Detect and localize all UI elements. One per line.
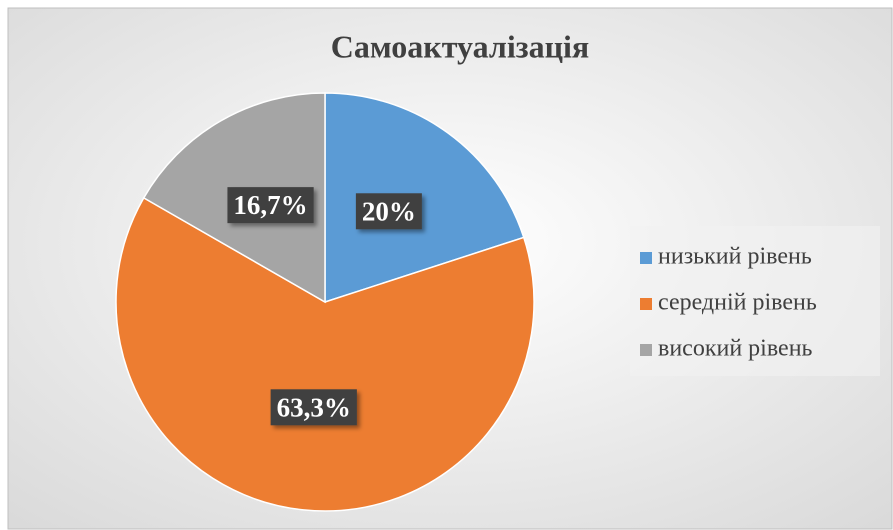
legend-swatch [640, 298, 652, 310]
data-label-text: 16,7% [233, 190, 307, 220]
legend-label: високий рівень [658, 336, 813, 362]
legend-box [630, 226, 880, 376]
pie-slice [324, 92, 525, 304]
chart-title: Самоактуалізація [331, 28, 589, 64]
data-label: 20% [355, 193, 422, 230]
legend-swatch [640, 344, 652, 356]
legend-swatch [640, 252, 652, 264]
data-label: 16,7% [227, 187, 314, 224]
legend-label: низький рівень [658, 244, 812, 270]
data-label: 63,3% [270, 389, 357, 426]
data-label-box [227, 187, 314, 224]
data-label-box [270, 389, 357, 426]
data-label-text: 20% [362, 196, 416, 226]
legend-label: середній рівень [658, 290, 817, 316]
pie-slice [115, 196, 535, 512]
data-label-box [355, 193, 422, 230]
data-label-text: 63,3% [277, 392, 351, 422]
